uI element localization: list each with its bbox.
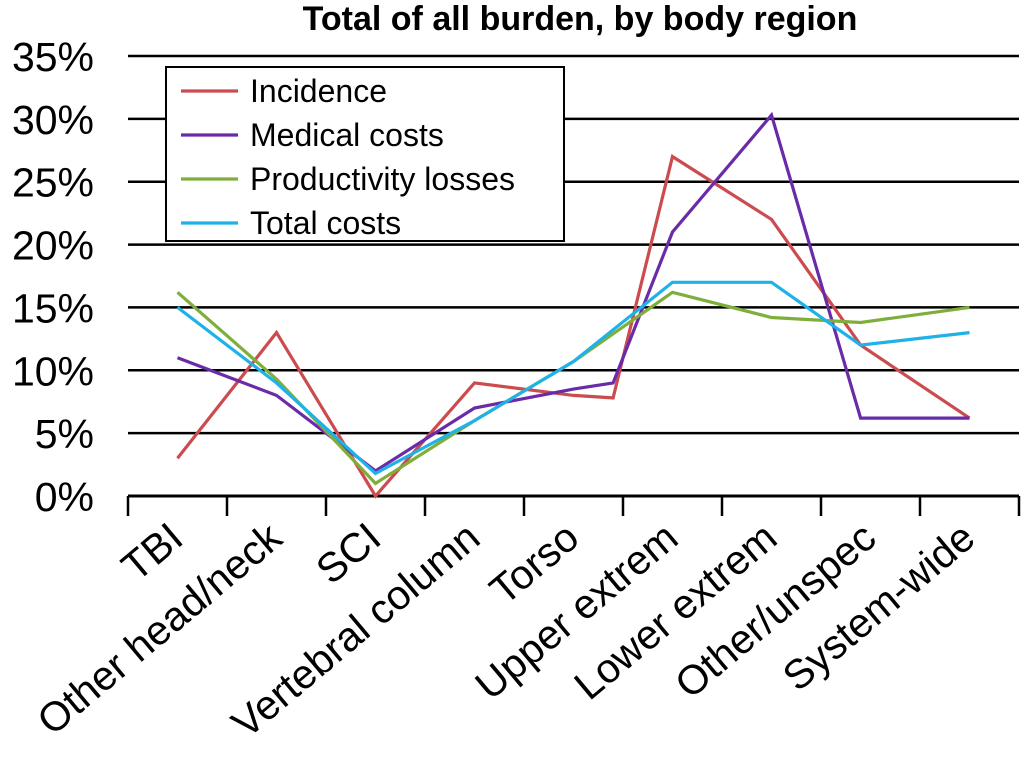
series-line-incidence xyxy=(176,154,971,499)
y-tick-label: 30% xyxy=(12,97,94,143)
y-tick-label: 15% xyxy=(12,285,94,331)
y-tick-label: 10% xyxy=(12,348,94,394)
legend-label: Medical costs xyxy=(250,117,444,153)
legend-label: Productivity losses xyxy=(250,161,515,197)
legend-box xyxy=(165,66,565,242)
y-tick-label: 20% xyxy=(12,223,94,269)
y-tick-label: 0% xyxy=(35,474,94,520)
y-tick-label: 25% xyxy=(12,160,94,206)
legend-label: Incidence xyxy=(250,73,387,109)
y-tick-label: 5% xyxy=(35,411,94,457)
legend: Incidence Medical costs Productivity losse… xyxy=(165,66,565,242)
x-tick-label: TBI xyxy=(113,514,191,590)
legend-label: Total costs xyxy=(250,205,401,241)
series-layer xyxy=(176,111,971,499)
y-tick-label: 35% xyxy=(12,34,94,80)
chart-title: Total of all burden, by body region xyxy=(303,0,858,38)
series-line-total-costs xyxy=(176,280,970,476)
